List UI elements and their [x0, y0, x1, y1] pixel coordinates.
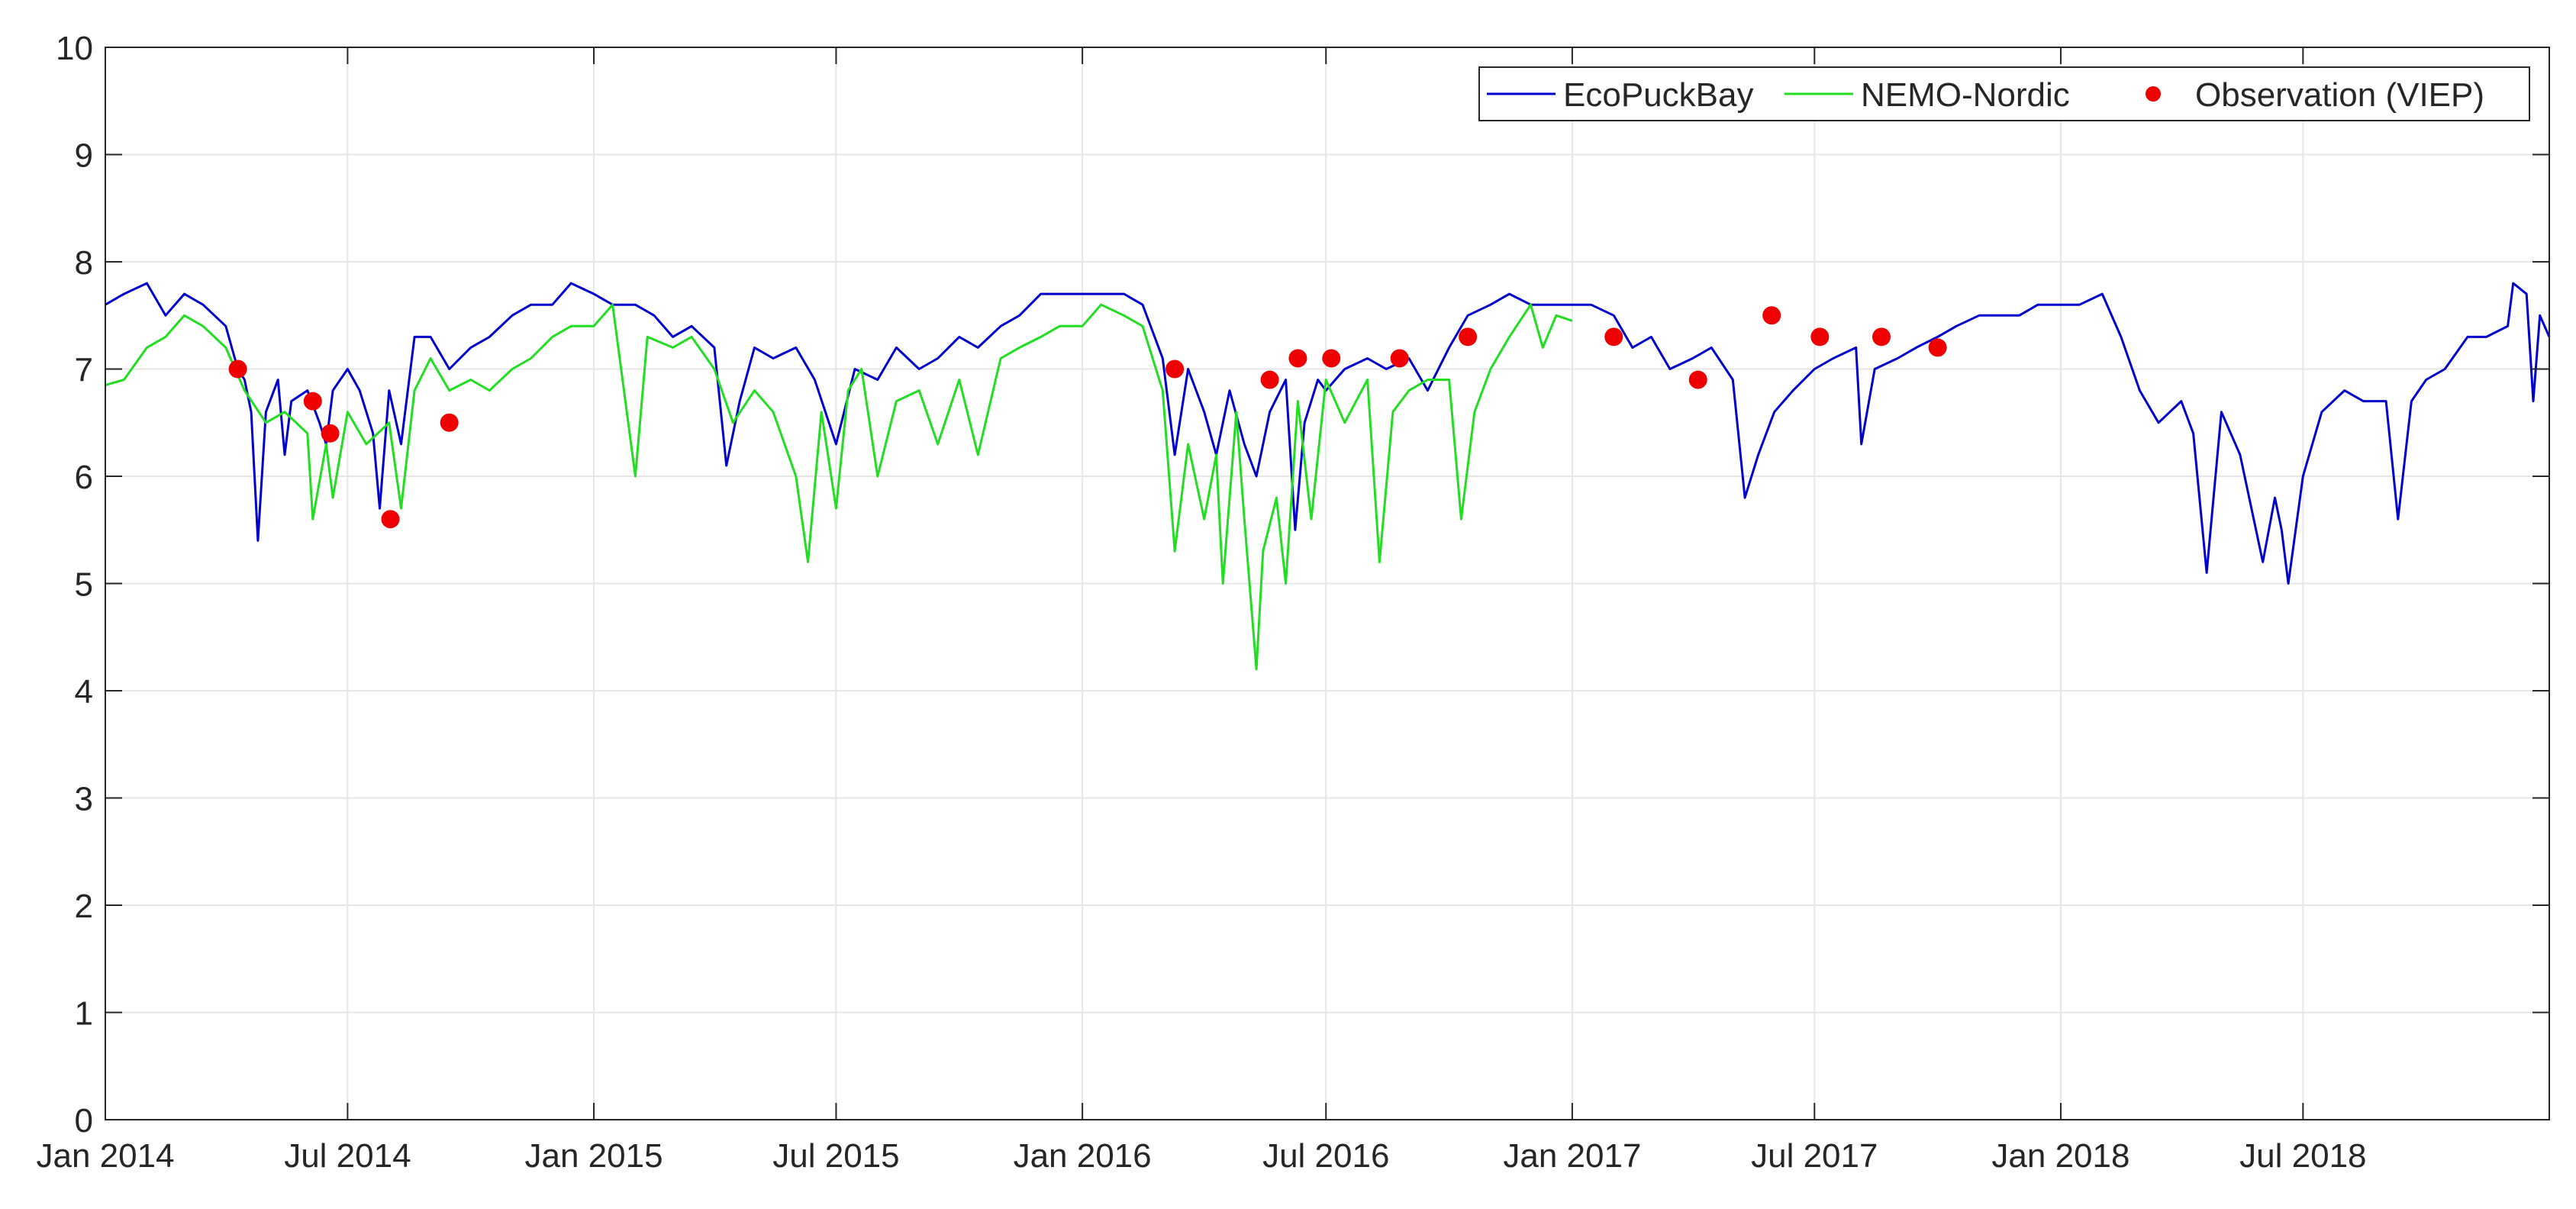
observation-point: [1260, 370, 1279, 389]
observation-point: [1288, 349, 1307, 368]
legend-label-observation-viep: Observation (VIEP): [2195, 76, 2484, 114]
x-tick-label: Jan 2015: [525, 1137, 663, 1175]
observation-point: [440, 413, 459, 432]
observation-point: [1322, 349, 1341, 368]
x-tick-label: Jul 2016: [1262, 1137, 1389, 1175]
observation-point: [1928, 338, 1947, 357]
observation-point: [1872, 327, 1891, 347]
x-tick-label: Jul 2017: [1751, 1137, 1878, 1175]
observation-point: [1810, 327, 1830, 347]
legend-box: [1478, 66, 2530, 121]
y-tick-label: 2: [75, 888, 93, 925]
observation-point: [303, 392, 322, 411]
x-tick-label: Jul 2014: [284, 1137, 411, 1175]
x-tick-label: Jan 2018: [1991, 1137, 2129, 1175]
legend-label-nemo-nordic: NEMO-Nordic: [1861, 76, 2070, 114]
observation-point: [321, 424, 340, 443]
y-tick-label: 10: [56, 30, 93, 67]
series-line-nemo-nordic: [105, 303, 1573, 671]
observation-point: [1604, 327, 1623, 347]
observation-point: [1459, 327, 1478, 347]
observation-point: [381, 510, 400, 529]
observation-point: [228, 359, 247, 379]
observation-point: [1688, 370, 1707, 389]
y-tick-label: 5: [75, 566, 93, 604]
series-line-ecopuckbay: [105, 282, 2551, 585]
x-tick-label: Jul 2015: [772, 1137, 899, 1175]
y-tick-label: 3: [75, 781, 93, 818]
y-tick-label: 7: [75, 352, 93, 389]
y-tick-label: 1: [75, 995, 93, 1033]
legend-swatch-observation-viep: [2146, 86, 2161, 102]
y-tick-label: 6: [75, 459, 93, 496]
y-tick-label: 9: [75, 137, 93, 175]
legend: EcoPuckBay NEMO-Nordic Observation (VIEP): [1478, 66, 2530, 121]
observation-point: [1390, 349, 1409, 368]
x-tick-label: Jan 2017: [1503, 1137, 1641, 1175]
y-tick-label: 4: [75, 673, 93, 711]
x-tick-label: Jan 2016: [1014, 1137, 1152, 1175]
y-tick-label: 8: [75, 244, 93, 282]
x-tick-label: Jan 2014: [36, 1137, 174, 1175]
observation-point: [1165, 359, 1185, 379]
x-tick-label: Jul 2018: [2239, 1137, 2366, 1175]
legend-label-ecopuckbay: EcoPuckBay: [1563, 76, 1753, 114]
y-tick-label: 0: [75, 1102, 93, 1140]
axis-ticks: 0 1 2 3 4 5 6 7 8 9 10 Jan 2014 Jul 2014 Jan 2015 Jul …: [36, 30, 2549, 1175]
series-group: [105, 282, 2551, 671]
observation-point: [1762, 306, 1781, 325]
